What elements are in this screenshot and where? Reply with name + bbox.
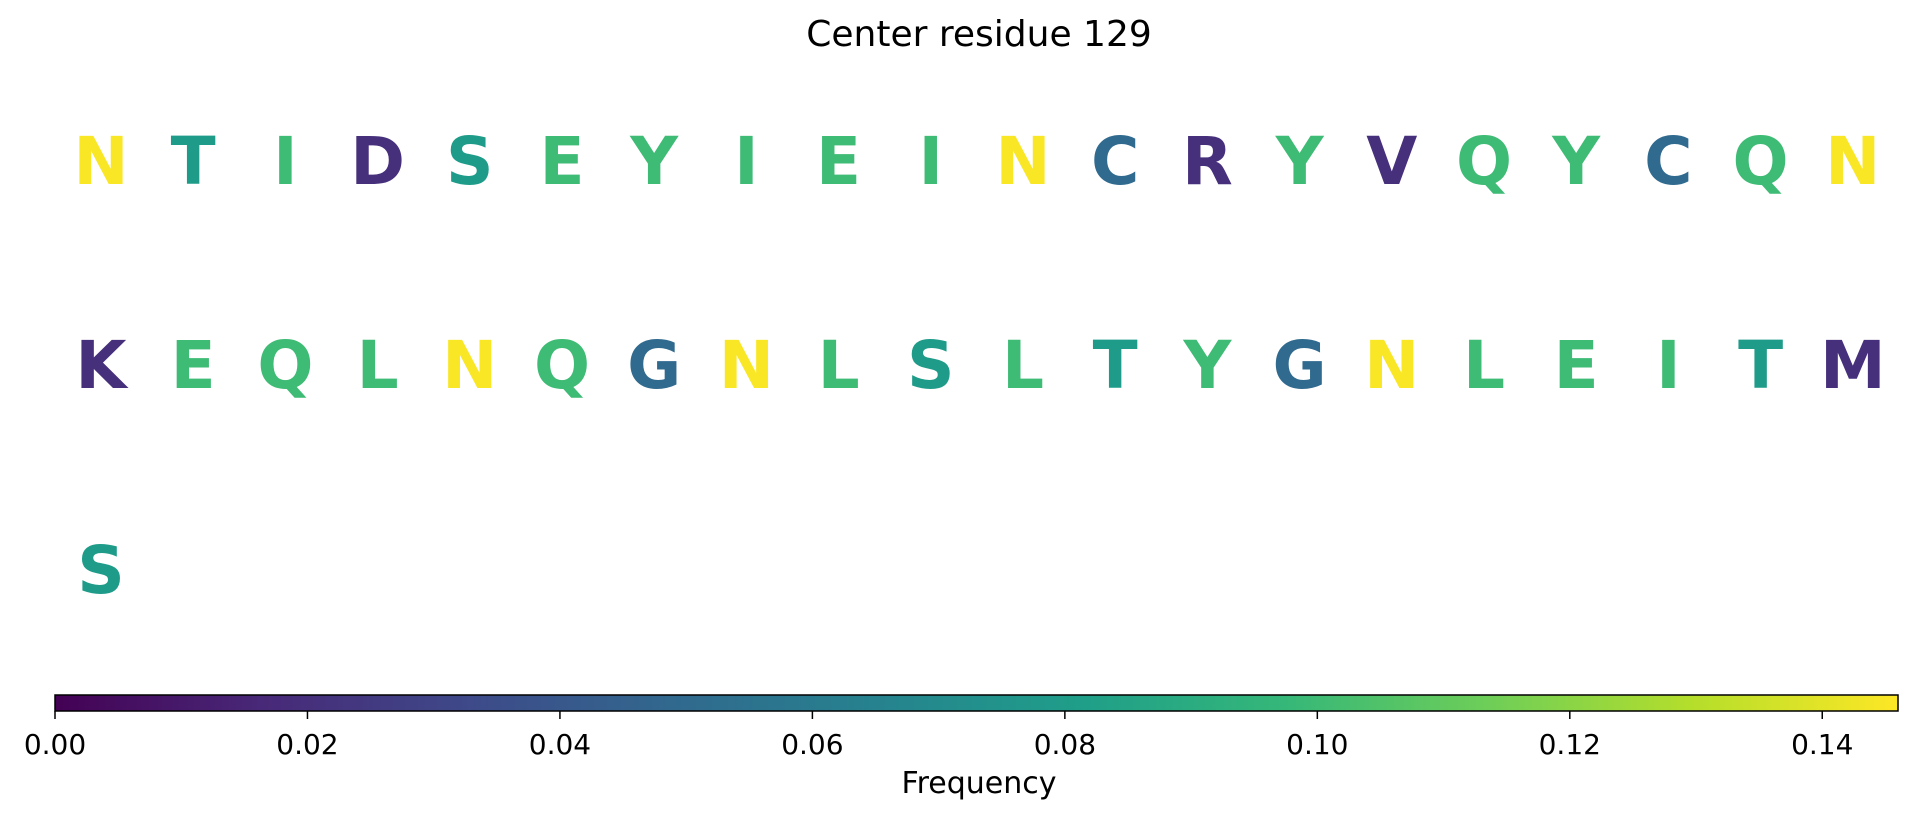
- residue-letter: C: [1644, 123, 1693, 200]
- residue-letter: N: [995, 123, 1051, 200]
- residue-letter: G: [1272, 327, 1327, 404]
- residue-letter: E: [816, 123, 862, 200]
- chart-title: Center residue 129: [806, 14, 1152, 55]
- residue-letter: Q: [533, 327, 591, 404]
- residue-letter: S: [907, 327, 955, 404]
- colorbar-tick-label: 0.08: [1033, 728, 1097, 761]
- residue-letter: I: [1656, 327, 1681, 404]
- residue-letter: T: [170, 123, 216, 200]
- residue-letter: Q: [1455, 123, 1513, 200]
- residue-letter: G: [627, 327, 682, 404]
- colorbar-tick-label: 0.00: [23, 728, 87, 761]
- colorbar-tick-label: 0.10: [1286, 728, 1349, 761]
- residue-letter: E: [170, 327, 216, 404]
- residue-letter: L: [1001, 327, 1045, 404]
- residue-letter: L: [356, 327, 399, 404]
- residue-letter: L: [1462, 327, 1506, 404]
- residue-letter: Y: [630, 123, 679, 200]
- residue-letter: Q: [1732, 123, 1789, 200]
- residue-letter: V: [1366, 123, 1418, 200]
- residue-letter: N: [442, 327, 498, 404]
- residue-letter: E: [539, 123, 585, 200]
- colorbar-tick-label: 0.02: [276, 728, 339, 761]
- residue-letter: S: [77, 532, 125, 609]
- residue-letter: T: [1092, 327, 1138, 404]
- residue-letter: M: [1819, 327, 1886, 404]
- residue-letter: I: [734, 123, 759, 200]
- residue-letter: I: [273, 123, 298, 200]
- residue-letter: R: [1181, 123, 1233, 200]
- colorbar-tick-label: 0.14: [1791, 728, 1854, 761]
- residue-letter: D: [350, 123, 405, 200]
- colorbar-tick-label: 0.04: [528, 728, 592, 761]
- colorbar-gradient: [54, 694, 1899, 712]
- colorbar-tick-label: 0.12: [1538, 728, 1601, 761]
- residue-letter: Y: [1183, 327, 1232, 404]
- residue-letter: T: [1738, 327, 1784, 404]
- residue-letter: K: [75, 327, 127, 404]
- residue-letter: Y: [1552, 123, 1601, 200]
- residue-letter: N: [718, 327, 775, 404]
- residue-letter: S: [446, 123, 494, 200]
- residue-letter: N: [1364, 327, 1420, 404]
- residue-letter: C: [1090, 123, 1140, 200]
- residue-letter: E: [1553, 327, 1599, 404]
- residue-letter: Y: [1275, 123, 1324, 200]
- residue-letter: N: [73, 123, 129, 200]
- residue-letter: I: [918, 123, 944, 200]
- colorbar-tick-label: 0.06: [781, 728, 844, 761]
- residue-letter: Q: [257, 327, 314, 404]
- residue-letter: L: [817, 327, 860, 404]
- residue-letter: N: [1825, 123, 1881, 200]
- colorbar-label: Frequency: [901, 766, 1057, 801]
